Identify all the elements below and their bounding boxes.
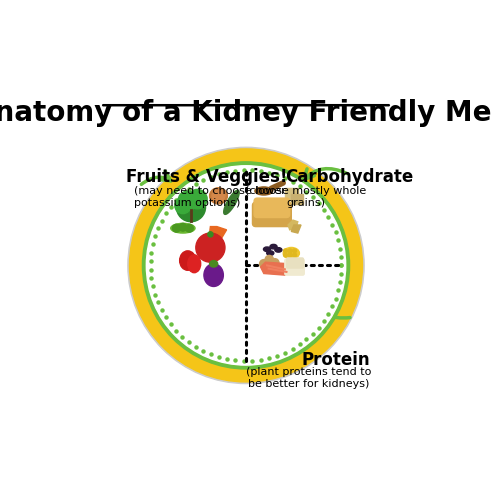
Ellipse shape	[204, 264, 223, 286]
Circle shape	[146, 166, 346, 365]
Polygon shape	[291, 225, 301, 233]
Ellipse shape	[212, 190, 225, 202]
Ellipse shape	[180, 251, 196, 270]
Text: (may need to choose lower
potassium options): (may need to choose lower potassium opti…	[134, 186, 286, 208]
Circle shape	[178, 191, 197, 211]
Circle shape	[288, 249, 292, 253]
Circle shape	[283, 249, 287, 253]
FancyBboxPatch shape	[252, 202, 291, 227]
Polygon shape	[209, 227, 227, 246]
Polygon shape	[261, 262, 291, 275]
FancyBboxPatch shape	[285, 259, 304, 275]
Bar	[285, 188, 298, 199]
Circle shape	[188, 189, 207, 209]
Ellipse shape	[264, 247, 271, 251]
Ellipse shape	[275, 247, 282, 252]
FancyBboxPatch shape	[287, 258, 303, 268]
Polygon shape	[224, 190, 239, 215]
Text: (plant proteins tend to
be better for kidneys): (plant proteins tend to be better for ki…	[246, 368, 372, 389]
Ellipse shape	[210, 261, 217, 267]
Circle shape	[129, 149, 363, 382]
Circle shape	[196, 233, 225, 262]
Circle shape	[142, 162, 350, 369]
Polygon shape	[288, 220, 298, 230]
Ellipse shape	[283, 247, 300, 259]
Text: Carbohydrate: Carbohydrate	[285, 168, 413, 186]
Bar	[291, 193, 303, 204]
Circle shape	[293, 249, 297, 253]
Ellipse shape	[188, 255, 201, 273]
Circle shape	[173, 224, 180, 232]
Circle shape	[288, 253, 292, 257]
Text: Fruits & Veggies!: Fruits & Veggies!	[126, 168, 288, 186]
Circle shape	[208, 232, 213, 237]
Ellipse shape	[270, 245, 277, 249]
Circle shape	[260, 260, 268, 268]
Circle shape	[293, 253, 297, 257]
Circle shape	[268, 264, 277, 272]
Circle shape	[283, 253, 287, 257]
Circle shape	[271, 259, 279, 267]
Text: (choose mostly whole
grains): (choose mostly whole grains)	[245, 186, 367, 208]
Circle shape	[263, 263, 271, 271]
Text: Protein: Protein	[301, 351, 369, 369]
Ellipse shape	[267, 251, 274, 255]
Circle shape	[128, 147, 364, 384]
Text: Anatomy of a Kidney Friendly Meal: Anatomy of a Kidney Friendly Meal	[0, 99, 492, 127]
Ellipse shape	[255, 187, 273, 195]
Circle shape	[185, 224, 193, 232]
Ellipse shape	[171, 223, 195, 233]
Circle shape	[265, 255, 274, 264]
Ellipse shape	[210, 188, 227, 204]
Circle shape	[179, 223, 187, 231]
Circle shape	[175, 197, 191, 214]
FancyBboxPatch shape	[254, 198, 290, 217]
Circle shape	[177, 192, 206, 222]
